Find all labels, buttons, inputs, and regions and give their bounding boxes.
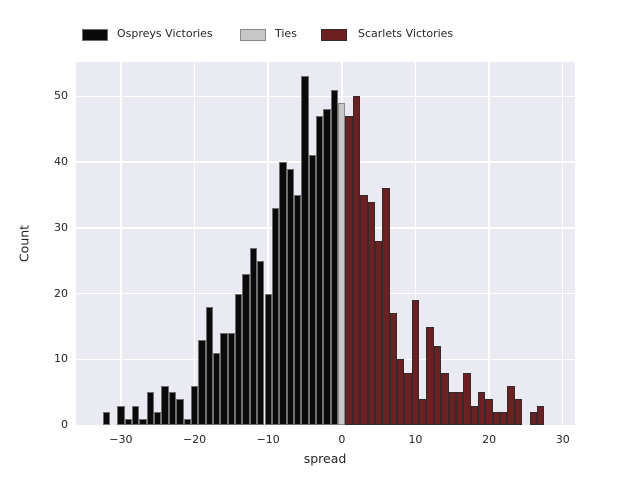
x-tick-label: 30 xyxy=(555,433,570,446)
histogram-bar xyxy=(220,333,228,426)
x-tick-label: 20 xyxy=(482,433,497,446)
histogram-bar xyxy=(154,412,162,426)
histogram-bar xyxy=(198,339,206,426)
plot-area xyxy=(76,62,575,426)
gridline-vertical xyxy=(193,62,196,426)
histogram-bar xyxy=(455,392,464,426)
x-tick-label: 10 xyxy=(408,433,423,446)
histogram-bar xyxy=(161,385,169,426)
histogram-bar xyxy=(227,333,236,426)
histogram-bar xyxy=(168,392,177,426)
histogram-bar xyxy=(470,405,479,426)
y-tick-label: 20 xyxy=(54,286,68,300)
histogram-bar xyxy=(507,385,515,426)
histogram-bar xyxy=(441,372,449,426)
histogram-bar xyxy=(360,194,368,426)
legend-swatch-ospreys xyxy=(82,29,108,41)
y-tick-label: 10 xyxy=(54,352,68,366)
histogram-bar xyxy=(536,405,545,426)
histogram-bar xyxy=(330,89,339,426)
histogram-bar xyxy=(419,398,427,426)
histogram-bar xyxy=(271,208,280,426)
histogram-bar xyxy=(293,194,302,426)
histogram-bar xyxy=(492,412,501,426)
x-tick-label: −30 xyxy=(109,433,133,446)
histogram-bar xyxy=(404,372,412,426)
histogram-bar xyxy=(131,405,140,426)
legend-swatch-ties xyxy=(240,29,266,41)
histogram-bar xyxy=(500,412,508,426)
histogram-bar xyxy=(514,398,523,426)
histogram-bar xyxy=(286,168,294,426)
legend: Ospreys Victories Ties Scarlets Victorie… xyxy=(0,26,640,44)
gridline-vertical xyxy=(562,62,564,426)
y-tick-label: 40 xyxy=(54,155,68,169)
histogram-bar xyxy=(463,372,471,426)
histogram-bar xyxy=(352,96,361,426)
histogram-bar xyxy=(139,418,147,426)
histogram-bar xyxy=(308,155,317,426)
y-tick-label: 50 xyxy=(54,89,68,103)
histogram-bar xyxy=(433,346,442,426)
histogram-bar xyxy=(183,418,191,426)
histogram-bar xyxy=(124,418,132,426)
gridline-vertical xyxy=(488,62,490,426)
histogram-bar xyxy=(212,352,221,426)
gridline-vertical xyxy=(414,62,417,426)
gridline-vertical xyxy=(120,62,122,426)
histogram-bar xyxy=(389,313,398,426)
histogram-bar xyxy=(411,300,420,426)
histogram-bar xyxy=(485,398,493,426)
histogram-bar xyxy=(382,188,390,426)
histogram-bar xyxy=(190,385,199,426)
legend-label-scarlets: Scarlets Victories xyxy=(358,27,454,40)
gridline-vertical xyxy=(267,62,269,426)
histogram-bar xyxy=(242,273,250,426)
histogram-bar xyxy=(367,201,375,426)
histogram-bar xyxy=(102,412,110,426)
legend-label-ties: Ties xyxy=(275,27,297,40)
histogram-bar xyxy=(205,306,213,426)
histogram-bar xyxy=(257,260,265,426)
histogram-bar xyxy=(478,392,486,426)
x-axis-label: spread xyxy=(303,451,347,466)
histogram-bar xyxy=(316,115,324,426)
histogram-bar xyxy=(426,326,434,426)
gridline-horizontal xyxy=(76,95,575,97)
histogram-bar xyxy=(117,405,125,426)
histogram-bar xyxy=(448,392,456,426)
y-axis-label: Count xyxy=(16,224,32,263)
histogram-bar xyxy=(249,247,258,426)
x-tick-label: −10 xyxy=(256,433,280,446)
histogram-bar xyxy=(397,359,405,426)
histogram-bar xyxy=(529,412,537,426)
histogram-bar xyxy=(323,109,331,426)
y-tick-label: 30 xyxy=(54,220,68,234)
histogram-bar xyxy=(235,293,243,426)
x-tick-label: −20 xyxy=(182,433,207,446)
histogram-bar xyxy=(301,76,309,426)
y-tick-label: 0 xyxy=(61,418,68,432)
legend-label-ospreys: Ospreys Victories xyxy=(117,27,213,40)
histogram-bar xyxy=(338,102,346,426)
histogram-bar xyxy=(146,392,155,426)
histogram-bar xyxy=(279,162,287,426)
legend-swatch-scarlets xyxy=(321,29,347,41)
histogram-bar xyxy=(345,115,353,426)
histogram-bar xyxy=(264,293,272,426)
x-tick-label: 0 xyxy=(338,433,346,446)
histogram-bar xyxy=(374,241,383,426)
histogram-bar xyxy=(176,398,184,426)
